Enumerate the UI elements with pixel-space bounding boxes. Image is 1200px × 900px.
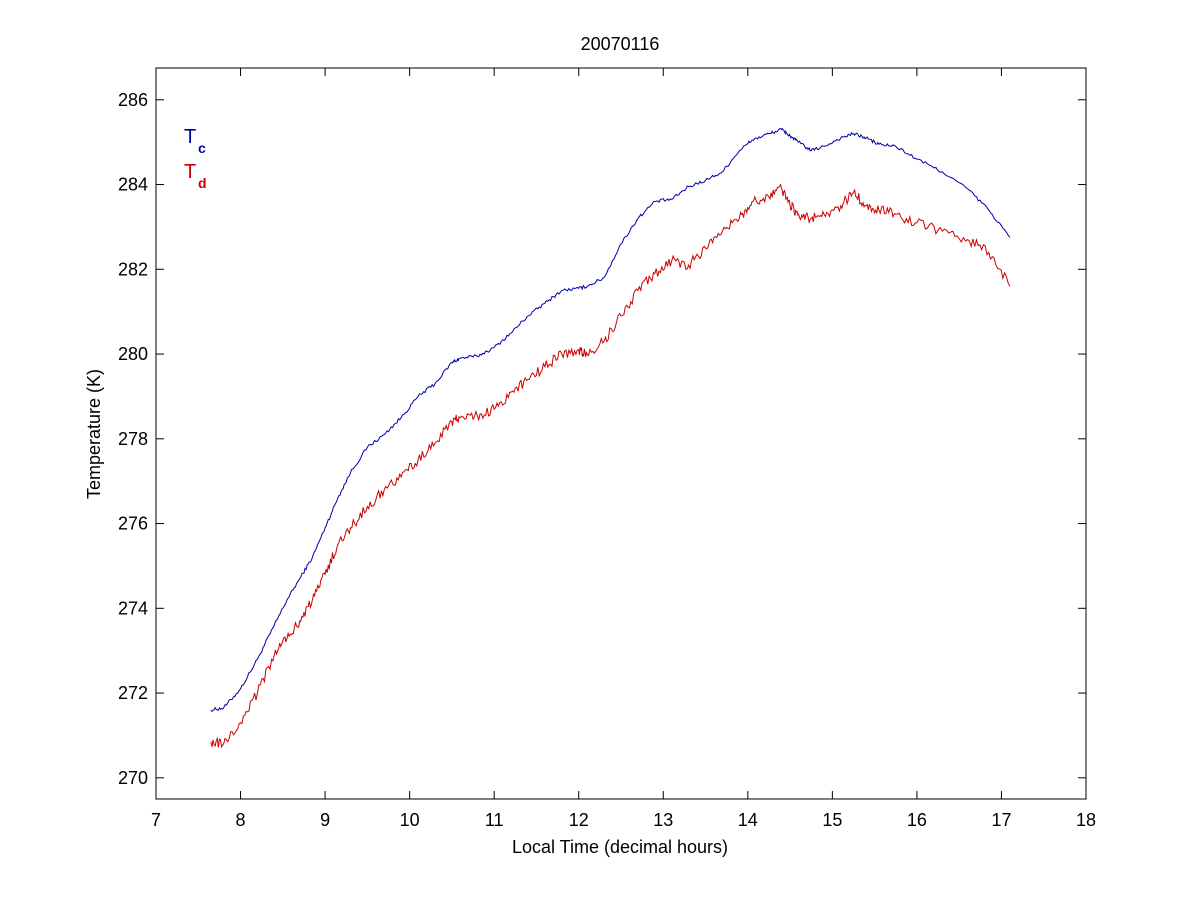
y-tick-label: 280 (118, 344, 148, 364)
chart-title: 20070116 (581, 34, 660, 54)
y-tick-label: 270 (118, 768, 148, 788)
y-tick-label: 276 (118, 514, 148, 534)
legend-entry-subscript: d (198, 175, 207, 191)
x-axis: 7 8 9 10 11 12 13 14 15 16 17 18 (151, 68, 1096, 830)
x-tick-label: 9 (320, 810, 330, 830)
x-tick-label: 12 (569, 810, 589, 830)
x-tick-label: 8 (236, 810, 246, 830)
legend-entry-subscript: c (198, 140, 206, 156)
x-tick-label: 11 (485, 810, 504, 830)
y-axis: 270 272 274 276 278 280 282 284 286 (118, 90, 1086, 788)
x-tick-label: 15 (822, 810, 842, 830)
y-axis-title: Temperature (K) (84, 369, 104, 499)
y-tick-label: 278 (118, 429, 148, 449)
x-tick-label: 16 (907, 810, 927, 830)
y-tick-label: 286 (118, 90, 148, 110)
series-layer (210, 127, 1011, 749)
x-tick-label: 18 (1076, 810, 1096, 830)
y-tick-label: 272 (118, 683, 148, 703)
x-tick-label: 7 (151, 810, 161, 830)
y-tick-label: 284 (118, 175, 148, 195)
x-tick-label: 14 (738, 810, 758, 830)
series-line-td (210, 183, 1011, 749)
y-tick-label: 274 (118, 598, 148, 618)
plot-area-frame (155, 67, 1087, 800)
x-tick-label: 10 (400, 810, 420, 830)
legend-entry-label: T (184, 126, 196, 148)
y-tick-label: 282 (118, 259, 148, 279)
x-tick-label: 13 (653, 810, 673, 830)
x-tick-label: 17 (991, 810, 1011, 830)
x-axis-title: Local Time (decimal hours) (512, 837, 728, 857)
series-line-tc (210, 127, 1011, 713)
legend-entry-label: T (184, 161, 196, 183)
